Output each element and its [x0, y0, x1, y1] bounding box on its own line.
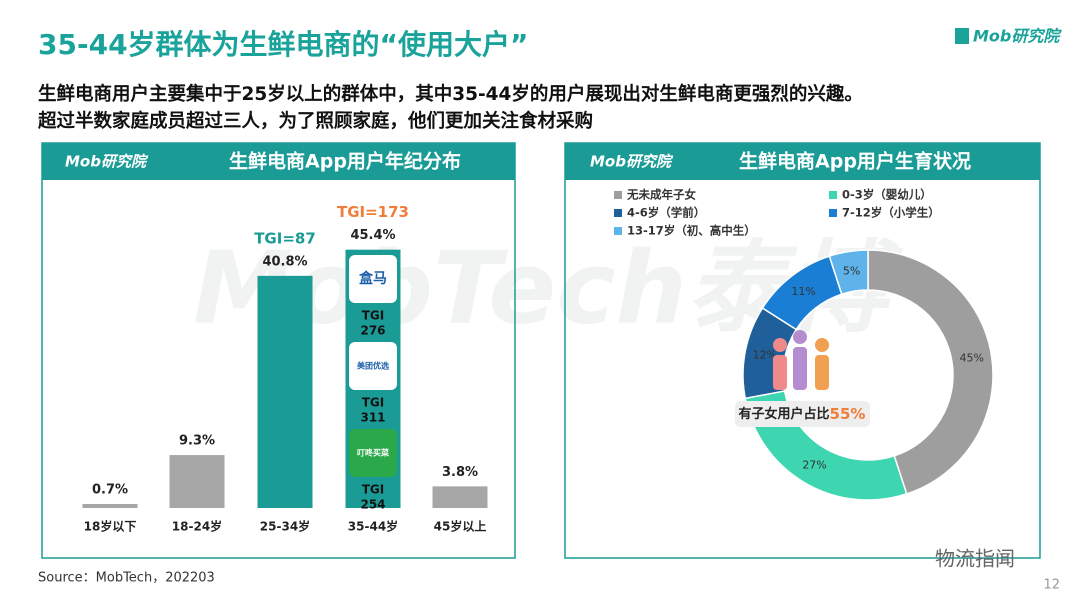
x-tick-label: 18岁以下 [84, 519, 137, 534]
legend-label: 13-17岁（初、高中生） [627, 224, 756, 238]
bar [432, 486, 488, 508]
legend-label: 0-3岁（婴幼儿） [842, 188, 932, 202]
slide-title: 35-44岁群体为生鲜电商的“使用大户” [38, 28, 528, 61]
bar [169, 455, 225, 508]
app-icon [349, 429, 397, 477]
app-tgi-label: TGI [362, 396, 385, 410]
watermark: 物流指闻 [935, 547, 1015, 571]
value-label: 27% [802, 458, 826, 471]
annotation: TGI=87 [254, 229, 316, 247]
legend-swatch [829, 209, 837, 217]
app-name: 美团优选 [357, 361, 389, 371]
legend-label: 4-6岁（学前） [627, 206, 705, 220]
panel-logo: Mob研究院 [590, 153, 674, 171]
person-icon [793, 347, 807, 390]
panel-logo: Mob研究院 [65, 153, 149, 171]
bar [82, 504, 138, 508]
center-label-text: 有子女用户占比 [739, 406, 830, 422]
center-value: 55% [830, 405, 866, 423]
value-label: 0.7% [92, 483, 128, 498]
x-tick-label: 45岁以上 [434, 519, 487, 534]
app-tgi: 311 [360, 411, 385, 425]
legend-label: 无未成年子女 [626, 188, 696, 202]
app-tgi: 276 [360, 324, 385, 338]
panel-header [565, 143, 1040, 180]
app-name: 盒马 [358, 270, 387, 287]
center-label-box [735, 401, 870, 427]
logo-icon [955, 28, 969, 44]
value-label: 12% [753, 348, 777, 361]
legend-label: 7-12岁（小学生） [842, 206, 940, 220]
legend-swatch [614, 227, 622, 235]
bar [257, 275, 313, 508]
value-label: 9.3% [179, 434, 215, 449]
person-icon [793, 330, 807, 344]
value-label: 3.8% [442, 465, 478, 480]
app-tgi-label: TGI [362, 483, 385, 497]
center-label: 有子女用户占比55% [739, 405, 866, 423]
legend-swatch [614, 209, 622, 217]
value-label: 40.8% [262, 254, 307, 269]
person-icon [815, 338, 829, 352]
donut-slice [828, 249, 869, 296]
logo: Mob研究院 [973, 27, 1062, 46]
app-name: 叮咚买菜 [357, 448, 389, 458]
subtitle: 生鲜电商用户主要集中于25岁以上的群体中，其中35-44岁的用户展现出对生鲜电商… [38, 83, 863, 105]
value-label: 45% [959, 352, 983, 365]
app-icon [349, 255, 397, 303]
value-label: 5% [843, 264, 860, 277]
panel-header [42, 143, 515, 180]
app-tgi: 254 [360, 498, 385, 512]
donut-slice [867, 249, 994, 495]
page-number: 12 [1043, 578, 1060, 593]
subtitle: 超过半数家庭成员超过三人，为了照顾家庭，他们更加关注食材采购 [37, 110, 593, 132]
legend-swatch [829, 191, 837, 199]
annotation: TGI=173 [337, 203, 409, 221]
source: Source：MobTech，202203 [38, 571, 215, 586]
x-tick-label: 18-24岁 [172, 519, 222, 534]
person-icon [773, 355, 787, 390]
value-label: 45.4% [350, 228, 395, 243]
chart-title: 生鲜电商App用户生育状况 [739, 150, 971, 173]
x-tick-label: 25-34岁 [260, 519, 310, 534]
app-icon [349, 342, 397, 390]
value-label: 11% [791, 285, 815, 298]
app-tgi-label: TGI [362, 309, 385, 323]
x-tick-label: 35-44岁 [348, 519, 398, 534]
chart-title: 生鲜电商App用户年纪分布 [229, 150, 461, 173]
person-icon [815, 355, 829, 390]
person-icon [773, 338, 787, 352]
legend-swatch [614, 191, 622, 199]
